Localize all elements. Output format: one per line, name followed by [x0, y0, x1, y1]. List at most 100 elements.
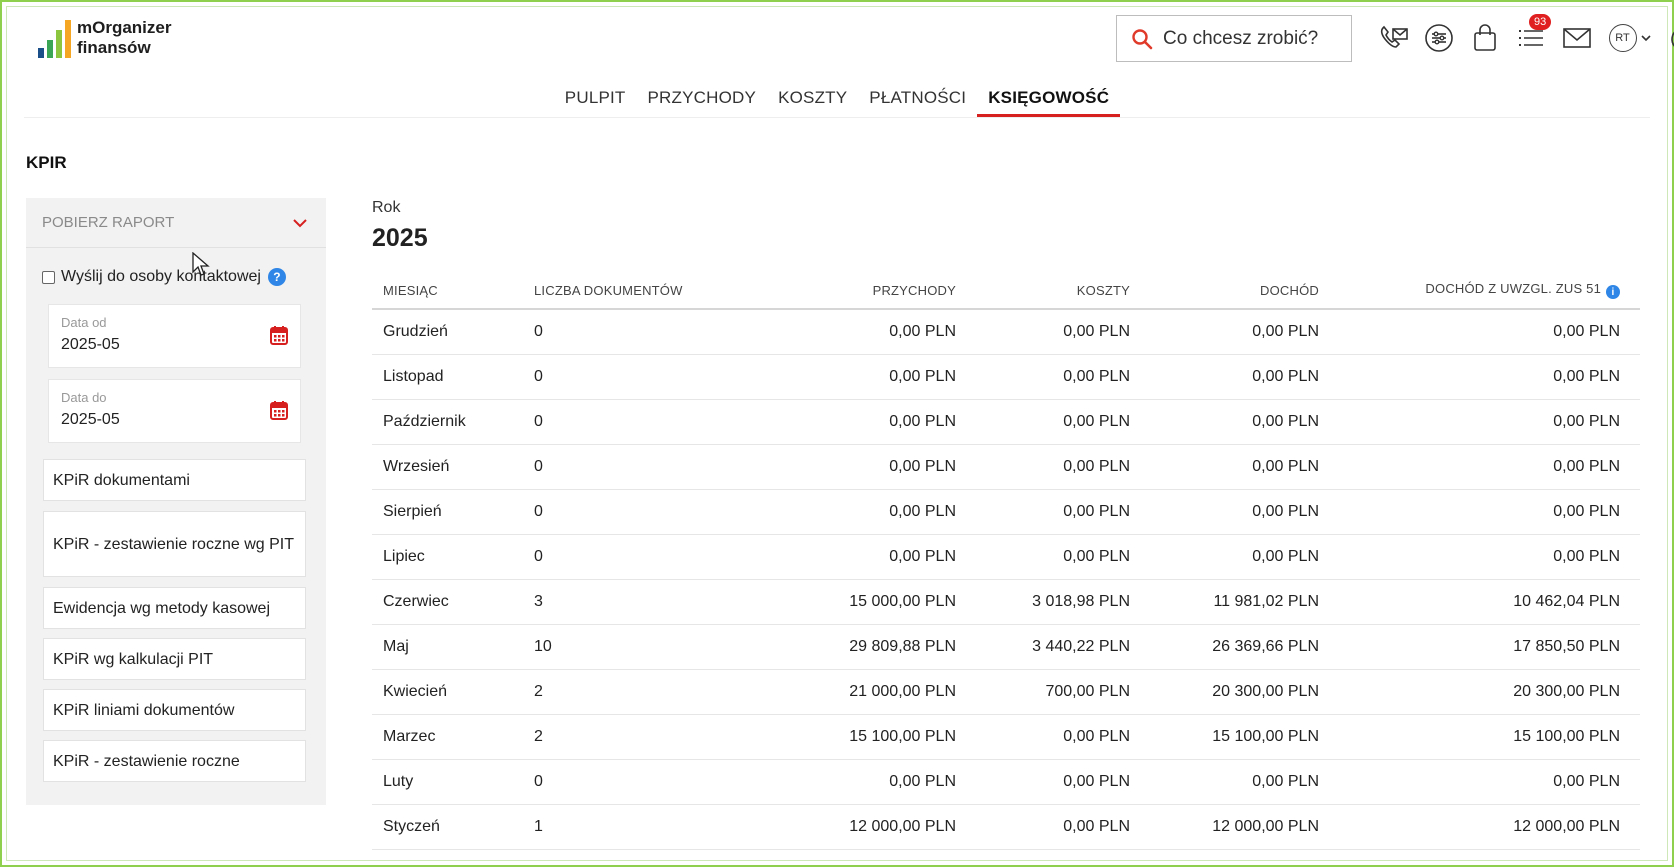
cell-income: 0,00 PLN — [1252, 323, 1319, 340]
download-report-dropdown[interactable]: POBIERZ RAPORT — [26, 198, 326, 248]
app-logo[interactable]: mOrganizer finansów — [38, 18, 171, 58]
mouse-cursor-icon — [192, 252, 210, 276]
cell-month: Listopad — [383, 368, 444, 385]
cell-revenue: 15 100,00 PLN — [849, 728, 956, 745]
table-row[interactable]: Kwiecień 2 21 000,00 PLN 700,00 PLN 20 300,0… — [372, 670, 1640, 715]
cell-costs: 3 018,98 PLN — [1032, 593, 1130, 610]
table-row[interactable]: Październik 0 0,00 PLN 0,00 PLN 0,00 PLN 0,00… — [372, 400, 1640, 445]
download-report-label: POBIERZ RAPORT — [42, 214, 175, 231]
calendar-icon[interactable] — [270, 400, 288, 420]
table-body: Grudzień 0 0,00 PLN 0,00 PLN 0,00 PLN 0,00 PL… — [372, 310, 1640, 850]
table-row[interactable]: Wrzesień 0 0,00 PLN 0,00 PLN 0,00 PLN 0,00 PL… — [372, 445, 1640, 490]
logo-line1: mOrganizer — [77, 18, 172, 37]
send-to-contact-checkbox[interactable] — [42, 270, 55, 284]
cell-costs: 0,00 PLN — [1063, 458, 1130, 475]
logo-bar — [56, 30, 62, 58]
report-kpir-kalkulacja-pit-button[interactable]: KPiR wg kalkulacji PIT — [43, 638, 306, 680]
cell-income: 0,00 PLN — [1252, 503, 1319, 520]
column-header-revenue: PRZYCHODY — [872, 282, 956, 298]
send-to-contact-label[interactable]: Wyślij do osoby kontaktowej — [61, 268, 261, 285]
cell-income: 26 369,66 PLN — [1212, 638, 1319, 655]
report-ewidencja-kasowa-button[interactable]: Ewidencja wg metody kasowej — [43, 587, 306, 629]
table-row[interactable]: Styczeń 1 12 000,00 PLN 0,00 PLN 12 000,00 P… — [372, 805, 1640, 850]
contact-phone-mail-icon[interactable] — [1376, 21, 1410, 55]
cell-costs: 0,00 PLN — [1063, 818, 1130, 835]
logout-power-icon[interactable] — [1666, 21, 1674, 55]
cell-doc-count: 2 — [534, 728, 543, 745]
cell-costs: 0,00 PLN — [1063, 728, 1130, 745]
table-row[interactable]: Czerwiec 3 15 000,00 PLN 3 018,98 PLN 11 981… — [372, 580, 1640, 625]
column-header-income-zus: DOCHÓD Z UWZGL. ZUS 51 i — [1319, 281, 1632, 300]
table-row[interactable]: Lipiec 0 0,00 PLN 0,00 PLN 0,00 PLN 0,00 PLN — [372, 535, 1640, 580]
nav-przychody[interactable]: PRZYCHODY — [647, 88, 757, 107]
nav-pulpit[interactable]: PULPIT — [564, 88, 626, 107]
report-kpir-zestawienie-roczne-pit-button[interactable]: KPiR - zestawienie roczne wg PIT — [43, 511, 306, 577]
shopping-bag-icon[interactable] — [1468, 21, 1502, 55]
date-to-label: Data do — [61, 390, 107, 405]
settings-sliders-icon[interactable] — [1422, 21, 1456, 55]
table-row[interactable]: Listopad 0 0,00 PLN 0,00 PLN 0,00 PLN 0,00 PL… — [372, 355, 1640, 400]
cell-income: 15 100,00 PLN — [1212, 728, 1319, 745]
cell-income: 0,00 PLN — [1252, 413, 1319, 430]
cell-month: Wrzesień — [383, 458, 450, 475]
cell-income: 0,00 PLN — [1252, 368, 1319, 385]
table-row[interactable]: Grudzień 0 0,00 PLN 0,00 PLN 0,00 PLN 0,00 PL… — [372, 310, 1640, 355]
cell-revenue: 0,00 PLN — [889, 323, 956, 340]
cell-income: 11 981,02 PLN — [1213, 593, 1319, 610]
cell-doc-count: 0 — [534, 548, 543, 565]
cell-revenue: 0,00 PLN — [889, 458, 956, 475]
user-menu[interactable]: RT — [1606, 21, 1654, 55]
cell-doc-count: 0 — [534, 458, 543, 475]
cell-income-zus: 0,00 PLN — [1553, 413, 1620, 430]
cell-doc-count: 0 — [534, 773, 543, 790]
nav-koszty[interactable]: KOSZTY — [778, 88, 848, 107]
report-kpir-dokumentami-button[interactable]: KPiR dokumentami — [43, 459, 306, 501]
task-list-icon[interactable]: 93 — [1514, 14, 1552, 55]
search-input[interactable]: Co chcesz zrobić? — [1116, 15, 1352, 62]
table-row[interactable]: Luty 0 0,00 PLN 0,00 PLN 0,00 PLN 0,00 PLN — [372, 760, 1640, 805]
year-value[interactable]: 2025 — [372, 224, 428, 252]
help-icon[interactable]: ? — [267, 268, 286, 286]
report-kpir-zestawienie-roczne-button[interactable]: KPiR - zestawienie roczne — [43, 740, 306, 782]
table-row[interactable]: Sierpień 0 0,00 PLN 0,00 PLN 0,00 PLN 0,00 PL… — [372, 490, 1640, 535]
cell-doc-count: 1 — [534, 818, 543, 835]
cell-income: 0,00 PLN — [1252, 773, 1319, 790]
app-frame-inner — [6, 6, 1668, 861]
cell-income-zus: 12 000,00 PLN — [1513, 818, 1620, 835]
date-to-field[interactable]: Data do 2025-05 — [48, 379, 301, 443]
cell-income-zus: 15 100,00 PLN — [1513, 728, 1620, 745]
nav-platnosci[interactable]: PŁATNOŚCI — [869, 88, 967, 107]
info-icon[interactable]: i — [1606, 285, 1620, 300]
mail-icon[interactable] — [1560, 21, 1594, 55]
cell-month: Kwiecień — [383, 683, 448, 700]
cell-doc-count: 0 — [534, 503, 543, 520]
main-nav: PULPIT PRZYCHODY KOSZTY PŁATNOŚCI KSIĘGO… — [0, 88, 1674, 117]
cell-revenue: 29 809,88 PLN — [849, 638, 956, 655]
search-placeholder: Co chcesz zrobić? — [1163, 27, 1319, 49]
year-label: Rok — [372, 199, 401, 216]
cell-doc-count: 10 — [534, 638, 552, 655]
logo-line2: finansów — [77, 38, 151, 57]
cell-doc-count: 2 — [534, 683, 543, 700]
table-row[interactable]: Marzec 2 15 100,00 PLN 0,00 PLN 15 100,00 PL… — [372, 715, 1640, 760]
page-title: KPIR — [26, 153, 67, 172]
date-from-field[interactable]: Data od 2025-05 — [48, 304, 301, 368]
cell-doc-count: 0 — [534, 368, 543, 385]
report-kpir-liniami-button[interactable]: KPiR liniami dokumentów — [43, 689, 306, 731]
cell-income-zus: 20 300,00 PLN — [1513, 683, 1620, 700]
cell-income-zus: 0,00 PLN — [1553, 773, 1620, 790]
date-from-label: Data od — [61, 315, 107, 330]
cell-income: 0,00 PLN — [1252, 458, 1319, 475]
cell-income: 12 000,00 PLN — [1212, 818, 1319, 835]
cell-month: Październik — [383, 413, 466, 430]
cell-doc-count: 0 — [534, 323, 543, 340]
table-row[interactable]: Maj 10 29 809,88 PLN 3 440,22 PLN 26 369,66 … — [372, 625, 1640, 670]
cell-costs: 700,00 PLN — [1045, 683, 1130, 700]
cell-revenue: 0,00 PLN — [889, 503, 956, 520]
header-divider — [24, 117, 1650, 118]
nav-ksiegowosc[interactable]: KSIĘGOWOŚĆ — [977, 88, 1121, 117]
cell-doc-count: 3 — [534, 593, 543, 610]
chevron-down-icon — [1640, 35, 1651, 42]
calendar-icon[interactable] — [270, 325, 288, 345]
cell-month: Grudzień — [383, 323, 448, 340]
